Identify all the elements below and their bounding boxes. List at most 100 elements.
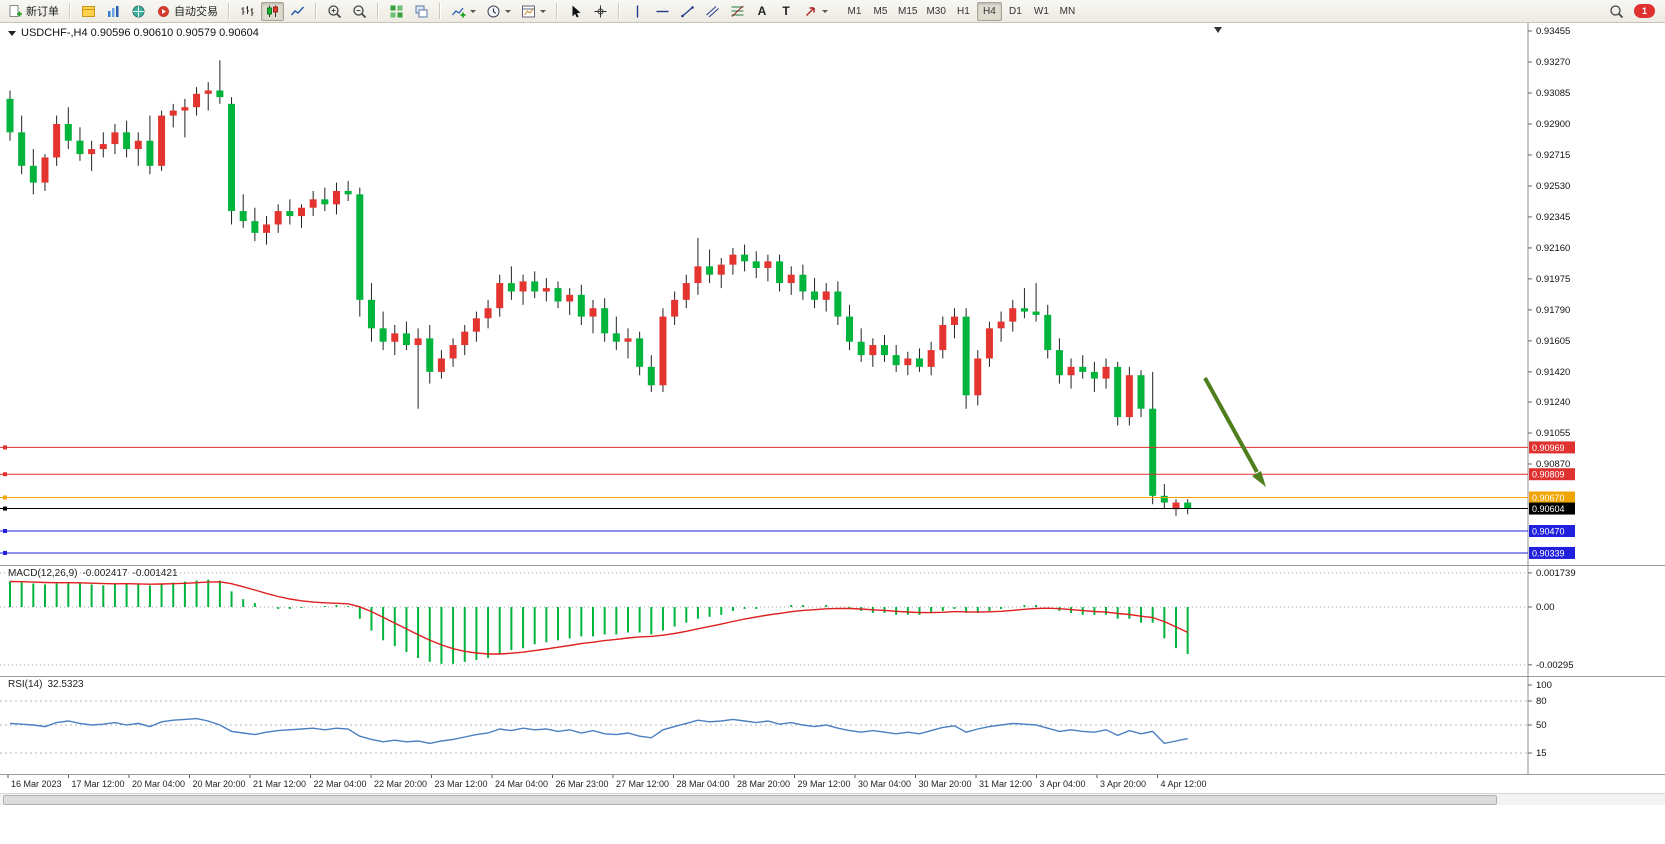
candle (881, 335, 888, 362)
main-chart-canvas[interactable]: 0.93455 0.93270 0.93085 0.92900 0.92715 0.925… (0, 23, 1665, 565)
auto-trading-button[interactable]: 自动交易 (152, 2, 222, 21)
bar-chart-button[interactable] (236, 2, 259, 21)
candle (799, 264, 807, 300)
time-axis[interactable]: 16 Mar 2023 17 Mar 12:00 20 Mar 04:00 20 Ma… (0, 775, 1665, 792)
indicators-button[interactable] (447, 2, 480, 21)
candle (671, 291, 679, 325)
rsi-pane[interactable]: RSI(14) 32.5323 100 80 50 15 (0, 677, 1665, 775)
candle (496, 274, 504, 317)
svg-text:0.00: 0.00 (1536, 602, 1555, 613)
rsi-line (9, 717, 1188, 745)
text-button[interactable]: A (751, 2, 773, 21)
candle (950, 308, 958, 339)
vertical-line-button[interactable] (626, 2, 649, 21)
candle (589, 299, 597, 334)
zoom-out-icon (353, 4, 367, 18)
candlestick-chart-button[interactable] (261, 1, 284, 21)
svg-text:0.90670: 0.90670 (1532, 493, 1565, 503)
hline-0.90604[interactable]: 0.90604 (0, 502, 1575, 515)
search-button[interactable] (1605, 2, 1628, 21)
timeframe-w1-button[interactable]: W1 (1029, 2, 1054, 21)
new-order-button[interactable]: 新订单 (4, 2, 63, 21)
zoom-in-button[interactable] (323, 2, 346, 21)
time-label: 21 Mar 12:00 (253, 779, 306, 789)
trend-arrow[interactable] (1203, 377, 1266, 487)
navigator-button[interactable] (127, 2, 150, 21)
candle (647, 355, 655, 392)
separator (618, 3, 620, 19)
zoom-out-button[interactable] (348, 2, 371, 21)
timeframe-h1-button[interactable]: H1 (951, 2, 976, 21)
notification-badge[interactable]: 1 (1634, 4, 1655, 18)
crosshair-button[interactable] (589, 2, 612, 21)
candle (41, 154, 49, 191)
timeframe-m15-button[interactable]: M15 (894, 2, 921, 21)
candle (717, 257, 725, 289)
candle (484, 299, 492, 329)
dropdown-caret-icon (540, 9, 546, 13)
hline-0.90470[interactable]: 0.90470 (0, 525, 1575, 537)
macd-pane[interactable]: MACD(12,26,9) -0.002417 -0.001421 0.0017… (0, 566, 1665, 677)
time-axis-canvas: 16 Mar 2023 17 Mar 12:00 20 Mar 04:00 20 Ma… (7, 775, 1207, 789)
candle (332, 182, 340, 215)
svg-text:15: 15 (1536, 748, 1547, 759)
cursor-button[interactable] (564, 2, 587, 21)
time-label: 20 Mar 04:00 (132, 779, 185, 789)
timeframe-m5-button[interactable]: M5 (868, 2, 893, 21)
zoom-in-icon (328, 4, 342, 18)
periods-button[interactable] (482, 2, 515, 21)
data-window-button[interactable] (102, 2, 125, 21)
time-label: 22 Mar 04:00 (314, 779, 367, 789)
fibonacci-button[interactable] (726, 2, 749, 21)
hline-0.90339[interactable]: 0.90339 (0, 546, 1575, 559)
timeframe-m30-button[interactable]: M30 (922, 2, 949, 21)
candle (787, 266, 795, 295)
candle (134, 132, 142, 166)
candle (997, 311, 1005, 342)
templates-button[interactable] (517, 2, 550, 21)
timeframe-d1-button[interactable]: D1 (1003, 2, 1028, 21)
templates-icon (522, 5, 535, 17)
svg-text:0.92160: 0.92160 (1536, 243, 1570, 254)
horizontal-scrollbar[interactable] (0, 793, 1665, 805)
timeframe-mn-button[interactable]: MN (1055, 2, 1080, 21)
time-label: 30 Mar 20:00 (919, 779, 972, 789)
candle (811, 278, 819, 309)
main-chart-pane[interactable]: USDCHF-,H4 0.90596 0.90610 0.90579 0.906… (0, 23, 1665, 566)
cascade-windows-button[interactable] (410, 2, 433, 21)
timeframe-h4-button[interactable]: H4 (976, 1, 1002, 21)
time-label: 17 Mar 12:00 (72, 779, 125, 789)
rsi-canvas[interactable]: 100 80 50 15 (0, 677, 1665, 774)
svg-text:0.91975: 0.91975 (1536, 274, 1570, 285)
candle (367, 283, 375, 342)
candle (927, 341, 935, 376)
label-tool-label: T (782, 4, 790, 18)
macd-canvas[interactable]: 0.001739 0.00 -0.00295 (0, 566, 1665, 676)
macd-name: MACD(12,26,9) (8, 568, 78, 579)
channel-button[interactable] (701, 2, 724, 21)
timeframe-m1-button[interactable]: M1 (842, 2, 867, 21)
candle (239, 194, 247, 228)
crosshair-icon (594, 5, 607, 17)
channel-icon (706, 5, 719, 17)
scrollbar-thumb[interactable] (3, 795, 1497, 805)
hline-0.90969[interactable]: 0.90969 (0, 441, 1575, 454)
market-watch-button[interactable] (77, 2, 100, 21)
hline-0.90670[interactable]: 0.90670 (0, 491, 1575, 504)
candlestick-chart-icon (267, 5, 278, 17)
separator (556, 3, 558, 19)
trendline-button[interactable] (676, 2, 699, 21)
line-chart-button[interactable] (286, 2, 309, 21)
label-button[interactable]: T (775, 2, 797, 21)
separator (377, 3, 379, 19)
svg-text:0.92530: 0.92530 (1536, 181, 1570, 192)
candle (1149, 371, 1157, 505)
hline-0.90809[interactable]: 0.90809 (0, 468, 1575, 481)
time-label: 16 Mar 2023 (11, 779, 62, 789)
horizontal-line-button[interactable] (651, 2, 674, 21)
shapes-button[interactable] (799, 2, 832, 21)
svg-text:-0.00295: -0.00295 (1536, 660, 1574, 671)
data-window-icon (108, 5, 119, 17)
tile-windows-button[interactable] (385, 2, 408, 21)
time-label: 28 Mar 20:00 (737, 779, 790, 789)
